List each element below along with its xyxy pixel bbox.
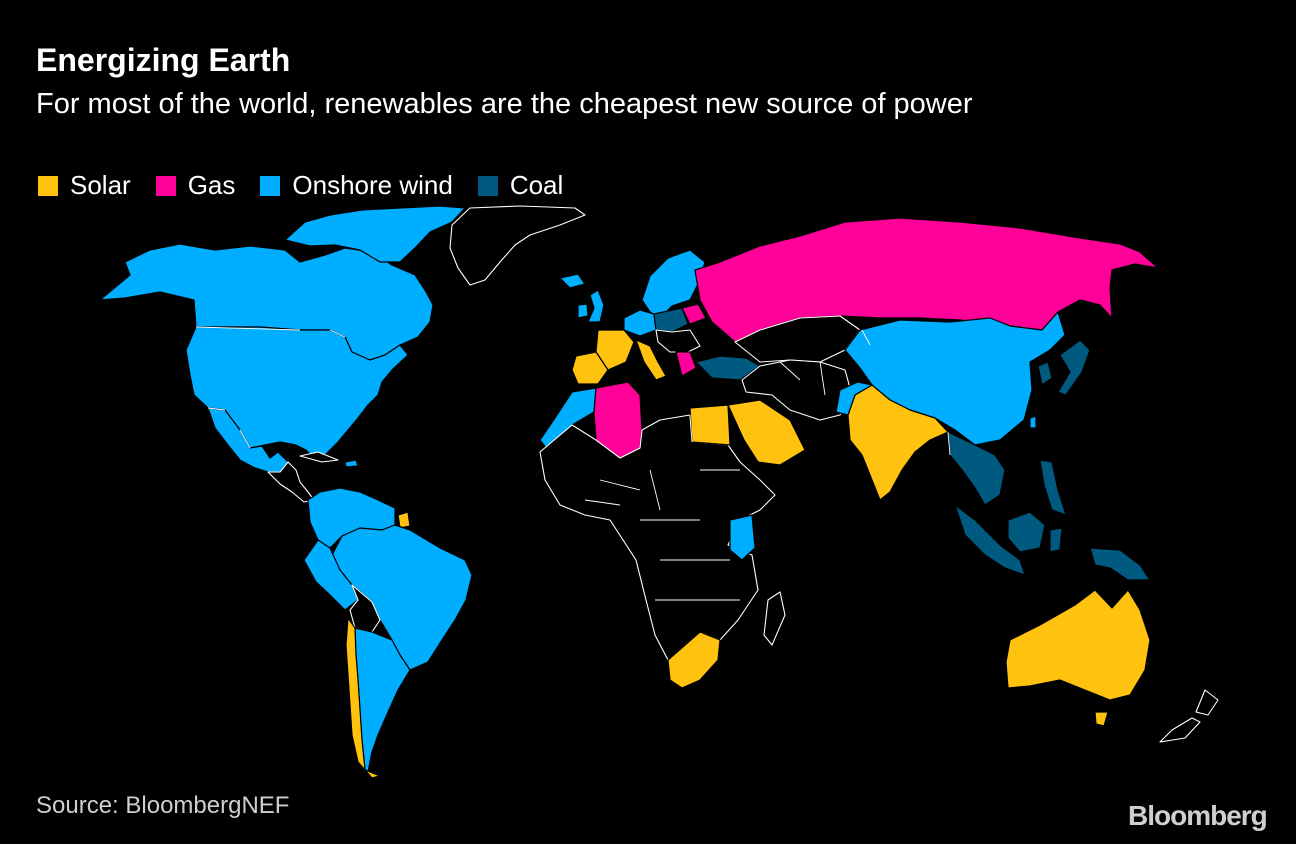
legend-swatch-gas <box>155 175 176 196</box>
germany-benelux <box>623 309 657 337</box>
chart-title: Energizing Earth <box>36 42 291 78</box>
legend-label-coal: Coal <box>509 170 564 200</box>
italy <box>635 339 667 381</box>
chart-subtitle: For most of the world, renewables are th… <box>36 88 973 120</box>
taiwan <box>1029 415 1037 429</box>
dominican-republic <box>344 459 359 468</box>
philippines <box>1039 459 1067 516</box>
legend-swatch-coal <box>477 175 498 196</box>
border-lines <box>195 326 951 601</box>
legend-label-gas: Gas <box>187 170 236 200</box>
japan <box>1057 339 1091 396</box>
balkans-greece <box>675 351 697 377</box>
cuba <box>299 451 339 463</box>
legend-item-onshore-wind: Onshore wind <box>260 170 453 201</box>
legend-item-gas: Gas <box>155 170 236 201</box>
legend-item-solar: Solar <box>38 170 131 201</box>
india <box>847 384 949 501</box>
legend: Solar Gas Onshore wind Coal <box>38 170 588 201</box>
new-zealand <box>1159 689 1219 743</box>
legend-swatch-solar <box>38 175 58 196</box>
belarus <box>681 303 707 325</box>
south-africa <box>667 631 721 689</box>
kenya <box>729 514 756 561</box>
saudi-arabia <box>727 399 806 466</box>
legend-label-solar: Solar <box>70 170 131 200</box>
legend-label-onshore-wind: Onshore wind <box>292 170 453 200</box>
chile <box>345 617 381 779</box>
bloomberg-logo: Bloomberg <box>1128 800 1268 831</box>
legend-item-coal: Coal <box>477 170 564 201</box>
southeast-asia-mainland <box>947 431 1006 506</box>
arctic-islands <box>284 205 466 263</box>
madagascar <box>763 591 786 646</box>
iceland <box>559 273 586 289</box>
ireland <box>577 303 589 319</box>
korea <box>1037 361 1053 386</box>
legend-swatch-onshore-wind <box>260 175 281 196</box>
middle-east <box>741 359 853 421</box>
united-kingdom <box>587 289 605 323</box>
spain <box>571 351 609 385</box>
central-america <box>267 461 315 503</box>
greenland <box>449 205 586 286</box>
indonesia-malaysia <box>954 504 1063 576</box>
source-note: Source: BloombergNEF <box>36 792 290 819</box>
tasmania <box>1094 711 1109 727</box>
papua-new-guinea <box>1089 547 1151 581</box>
french-guiana <box>397 511 411 529</box>
pakistan <box>835 381 873 416</box>
australia <box>1005 589 1151 701</box>
eastern-europe <box>655 329 701 353</box>
poland <box>653 307 689 333</box>
egypt <box>689 404 731 446</box>
